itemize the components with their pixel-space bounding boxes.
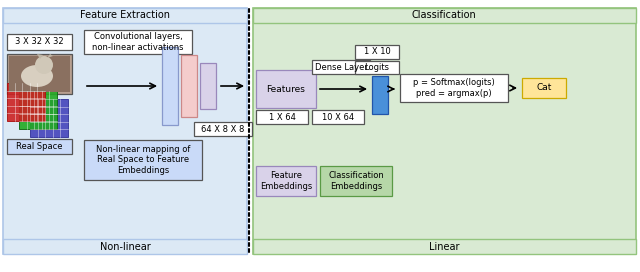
Text: 1 X 10: 1 X 10	[364, 48, 390, 57]
Text: 3 X 32 X 32: 3 X 32 X 32	[15, 38, 64, 47]
FancyBboxPatch shape	[312, 60, 370, 74]
Circle shape	[35, 56, 53, 74]
FancyBboxPatch shape	[181, 55, 197, 117]
Text: Non-linear mapping of
Real Space to Feature
Embeddings: Non-linear mapping of Real Space to Feat…	[96, 145, 190, 175]
Text: 1 X 64: 1 X 64	[269, 113, 296, 122]
FancyBboxPatch shape	[253, 8, 636, 23]
Polygon shape	[47, 54, 53, 58]
FancyBboxPatch shape	[7, 139, 72, 154]
FancyBboxPatch shape	[253, 8, 636, 254]
FancyBboxPatch shape	[256, 166, 316, 196]
FancyBboxPatch shape	[3, 239, 247, 254]
FancyBboxPatch shape	[162, 47, 178, 125]
Text: Classification
Embeddings: Classification Embeddings	[328, 171, 384, 191]
FancyBboxPatch shape	[200, 63, 216, 109]
FancyBboxPatch shape	[256, 70, 316, 108]
FancyBboxPatch shape	[522, 78, 566, 98]
FancyBboxPatch shape	[3, 8, 247, 254]
Text: 64 X 8 X 8: 64 X 8 X 8	[202, 125, 244, 134]
FancyBboxPatch shape	[3, 8, 247, 23]
FancyBboxPatch shape	[253, 239, 636, 254]
Text: Convolutional layers,
non-linear activations: Convolutional layers, non-linear activat…	[92, 32, 184, 52]
FancyBboxPatch shape	[7, 83, 45, 121]
Text: Non-linear: Non-linear	[100, 242, 150, 252]
Text: Cat: Cat	[536, 84, 552, 92]
FancyBboxPatch shape	[320, 166, 392, 196]
Text: Linear: Linear	[429, 242, 460, 252]
FancyBboxPatch shape	[7, 34, 72, 50]
FancyBboxPatch shape	[256, 110, 308, 124]
FancyBboxPatch shape	[194, 122, 252, 136]
Text: Dense Layer: Dense Layer	[315, 63, 367, 72]
FancyBboxPatch shape	[19, 91, 57, 129]
FancyBboxPatch shape	[84, 30, 192, 54]
FancyBboxPatch shape	[372, 76, 388, 114]
Text: Logits: Logits	[365, 63, 390, 72]
Text: Feature
Embeddings: Feature Embeddings	[260, 171, 312, 191]
FancyBboxPatch shape	[9, 56, 70, 92]
Text: p = Softmax(logits)
pred = argmax(p): p = Softmax(logits) pred = argmax(p)	[413, 78, 495, 98]
FancyBboxPatch shape	[7, 54, 72, 94]
FancyBboxPatch shape	[355, 45, 399, 59]
Text: Features: Features	[267, 85, 305, 94]
FancyBboxPatch shape	[355, 61, 399, 74]
FancyBboxPatch shape	[312, 110, 364, 124]
Text: Feature Extraction: Feature Extraction	[80, 11, 170, 20]
FancyBboxPatch shape	[30, 99, 68, 137]
Ellipse shape	[21, 65, 53, 87]
Text: Classification: Classification	[412, 11, 476, 20]
FancyBboxPatch shape	[400, 74, 508, 102]
Polygon shape	[37, 54, 43, 59]
Text: Real Space: Real Space	[16, 142, 63, 151]
FancyBboxPatch shape	[84, 140, 202, 180]
Text: 10 X 64: 10 X 64	[322, 113, 354, 122]
